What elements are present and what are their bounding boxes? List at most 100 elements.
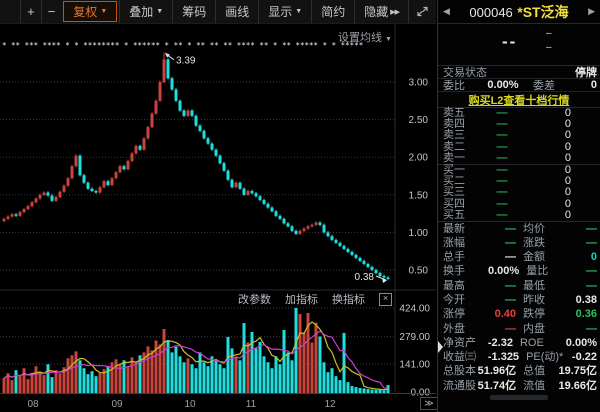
panel-collapse-arrow[interactable] bbox=[437, 340, 444, 359]
kline-chart[interactable]: 3.00 2.50 2.00 1.50 1.00 0.50 424.00 279.00 141.… bbox=[0, 0, 436, 412]
panel-collapse-handle[interactable] bbox=[490, 395, 548, 401]
toolbar-button[interactable]: 叠加 ▼ bbox=[119, 0, 173, 23]
detail-label: 最高 bbox=[443, 279, 465, 292]
volume-bar bbox=[242, 323, 246, 393]
candle bbox=[154, 100, 158, 114]
volume-bar bbox=[38, 372, 42, 393]
orderbook-row[interactable]: 卖五 — 0 bbox=[438, 108, 600, 119]
candle bbox=[274, 211, 278, 216]
volume-axis-label: 424.00 bbox=[399, 304, 430, 315]
volume-bar bbox=[10, 380, 14, 393]
l2-market-link[interactable]: 购买L2查看十档行情 bbox=[468, 94, 570, 107]
next-stock-button[interactable]: ▶ bbox=[588, 6, 595, 16]
weibi-row: 委比 0.00% 委差 0 bbox=[438, 79, 600, 92]
candle bbox=[134, 145, 138, 154]
toolbar-button[interactable]: 复权 ▼ bbox=[63, 1, 118, 22]
candle bbox=[298, 230, 302, 234]
toolbar-button[interactable]: 隐藏 ▶▶ bbox=[354, 0, 408, 23]
toolbar-button[interactable]: 筹码 bbox=[172, 0, 216, 23]
candle bbox=[186, 110, 190, 116]
indicator-toolbar-item[interactable]: 加指标 bbox=[285, 294, 318, 306]
orderbook-row[interactable]: 卖二 — 0 bbox=[438, 140, 600, 153]
volume-bar bbox=[266, 362, 270, 393]
orderbook-price: — bbox=[496, 140, 508, 153]
volume-bar bbox=[86, 374, 90, 393]
volume-bar bbox=[334, 376, 338, 393]
indicator-toolbar-item[interactable]: 换指标 bbox=[332, 294, 365, 306]
orderbook-row[interactable]: 买四 — 0 bbox=[438, 198, 600, 210]
orderbook-divider bbox=[438, 163, 600, 165]
orderbook-volume: 0 bbox=[564, 208, 571, 221]
volume-bar bbox=[206, 366, 210, 393]
volume-bar bbox=[42, 375, 46, 393]
volume-bar bbox=[90, 371, 94, 393]
volume-bar bbox=[106, 366, 110, 393]
peak-arrowhead bbox=[165, 52, 170, 58]
volume-bar bbox=[110, 362, 114, 393]
detail-value: 51.74亿 bbox=[477, 379, 517, 392]
last-price: -- bbox=[502, 32, 518, 51]
detail-label: 流值 bbox=[523, 379, 546, 392]
detail-row: 涨幅 — 涨跌 — bbox=[438, 236, 600, 250]
volume-series bbox=[2, 308, 390, 393]
detail-row: 最高 — 最低 — bbox=[438, 279, 600, 293]
candle bbox=[290, 226, 294, 231]
change-value: – bbox=[546, 28, 552, 39]
close-icon[interactable]: × bbox=[379, 292, 392, 306]
volume-bar bbox=[314, 322, 318, 393]
prev-stock-button[interactable]: ◀ bbox=[443, 6, 450, 16]
candle bbox=[222, 163, 226, 171]
volume-bar bbox=[170, 352, 174, 393]
volume-bar bbox=[154, 340, 158, 393]
toolbar-button[interactable]: 简约 bbox=[311, 0, 355, 23]
volume-bar bbox=[166, 340, 170, 393]
volume-bar bbox=[310, 342, 314, 393]
orderbook-row[interactable]: 买三 — 0 bbox=[438, 187, 600, 198]
orderbook-row[interactable]: 卖三 — 0 bbox=[438, 130, 600, 141]
indicator-toolbar-item[interactable]: 改参数 bbox=[238, 294, 271, 306]
orderbook-row[interactable]: 卖四 — 0 bbox=[438, 119, 600, 130]
candle bbox=[90, 188, 94, 192]
detail-label: 净资产 bbox=[443, 336, 476, 349]
quote-panel: ◀ 000046 *ST泛海 ▶ -- – – 交易状态 停牌 委比 0.00%… bbox=[437, 0, 600, 412]
candle bbox=[250, 191, 254, 194]
orderbook-row[interactable]: 买一 — 0 bbox=[438, 165, 600, 176]
orderbook-row[interactable]: 买二 — 0 bbox=[438, 176, 600, 187]
detail-label: 今开 bbox=[443, 294, 465, 306]
candle bbox=[234, 182, 238, 188]
orderbook-volume: 0 bbox=[564, 129, 571, 142]
expand-more-button[interactable]: ≫ bbox=[420, 397, 438, 410]
candle bbox=[258, 196, 262, 201]
candle bbox=[306, 226, 310, 229]
candle bbox=[374, 270, 378, 274]
orderbook-volume: 0 bbox=[564, 151, 571, 164]
candle bbox=[130, 153, 134, 161]
toolbar-button[interactable]: 显示 ▼ bbox=[258, 0, 312, 23]
candle bbox=[26, 206, 30, 210]
candle bbox=[270, 207, 274, 212]
candle bbox=[162, 59, 166, 82]
volume-bar bbox=[262, 356, 266, 393]
ma-settings-dropdown[interactable]: 设置均线 ▼ bbox=[338, 29, 392, 45]
zoom-in-button[interactable]: + bbox=[20, 0, 41, 23]
candle bbox=[362, 260, 366, 264]
last-price-label: 0.38 bbox=[355, 272, 375, 283]
candle bbox=[66, 178, 70, 186]
candle bbox=[22, 209, 26, 213]
detail-label: 均价 bbox=[523, 222, 545, 235]
zoom-out-button[interactable]: − bbox=[40, 0, 62, 23]
detail-label: 量比 bbox=[526, 265, 549, 278]
volume-bar bbox=[34, 366, 38, 393]
chevron-down-icon: ▼ bbox=[385, 36, 392, 43]
toolbar-button[interactable]: 画线 bbox=[215, 0, 259, 23]
volume-bar bbox=[102, 369, 106, 393]
candle bbox=[110, 178, 114, 186]
orderbook-row[interactable]: 买五 — 0 bbox=[438, 208, 600, 221]
volume-bar bbox=[74, 351, 78, 393]
candle bbox=[262, 200, 266, 204]
orderbook-label: 买五 bbox=[443, 208, 465, 221]
fullscreen-button[interactable] bbox=[408, 0, 436, 23]
volume-bar bbox=[50, 377, 54, 393]
orderbook-price: — bbox=[496, 151, 508, 164]
orderbook-row[interactable]: 卖一 — 0 bbox=[438, 151, 600, 164]
